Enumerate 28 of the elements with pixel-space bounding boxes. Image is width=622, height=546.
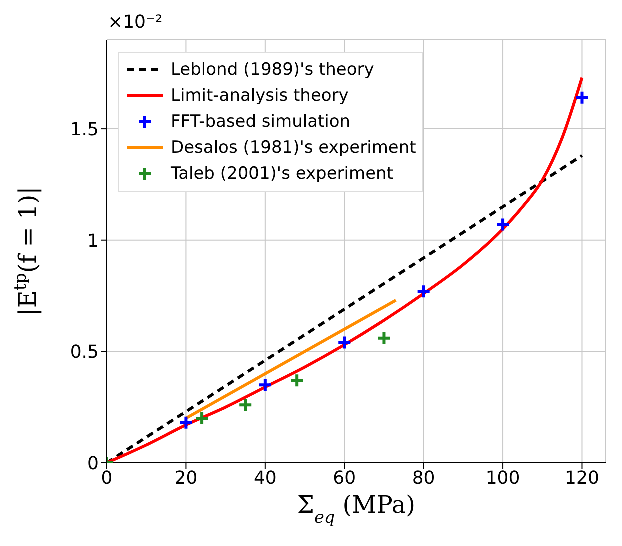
- x-axis-title: Σ$_{eq}$ (MPa): [298, 491, 416, 527]
- point: [416, 284, 432, 300]
- y-tick-label: 1: [88, 230, 99, 252]
- text: ×10⁻²: [108, 12, 163, 33]
- y-tick-label: 1.5: [70, 119, 99, 140]
- x-tick-label: 80: [412, 468, 436, 489]
- point: [337, 335, 352, 350]
- y-tick-label: 0: [88, 453, 99, 474]
- x-tick-label: 120: [565, 468, 600, 489]
- x-tick-label: 60: [333, 468, 356, 489]
- point: [290, 373, 305, 388]
- point: [496, 217, 511, 232]
- point: [258, 378, 273, 393]
- legend-label: Limit-analysis theory: [171, 85, 349, 108]
- point: [178, 415, 194, 430]
- y-tick-label: 0.5: [70, 342, 99, 364]
- x-tick-label: 40: [254, 468, 277, 489]
- point: [376, 330, 392, 346]
- point: [238, 398, 254, 413]
- point: [574, 90, 590, 106]
- x-tick-label: 100: [486, 468, 520, 489]
- x-tick-label: 0: [101, 468, 113, 489]
- legend-label: Leblond (1989)'s theory: [171, 59, 374, 82]
- legend-label: FFT-based simulation: [171, 111, 351, 134]
- legend-label: Taleb (2001)'s experiment: [171, 163, 394, 186]
- legend-label: Desalos (1981)'s experiment: [171, 137, 416, 160]
- x-tick-label: 20: [174, 468, 198, 489]
- point: [194, 410, 210, 426]
